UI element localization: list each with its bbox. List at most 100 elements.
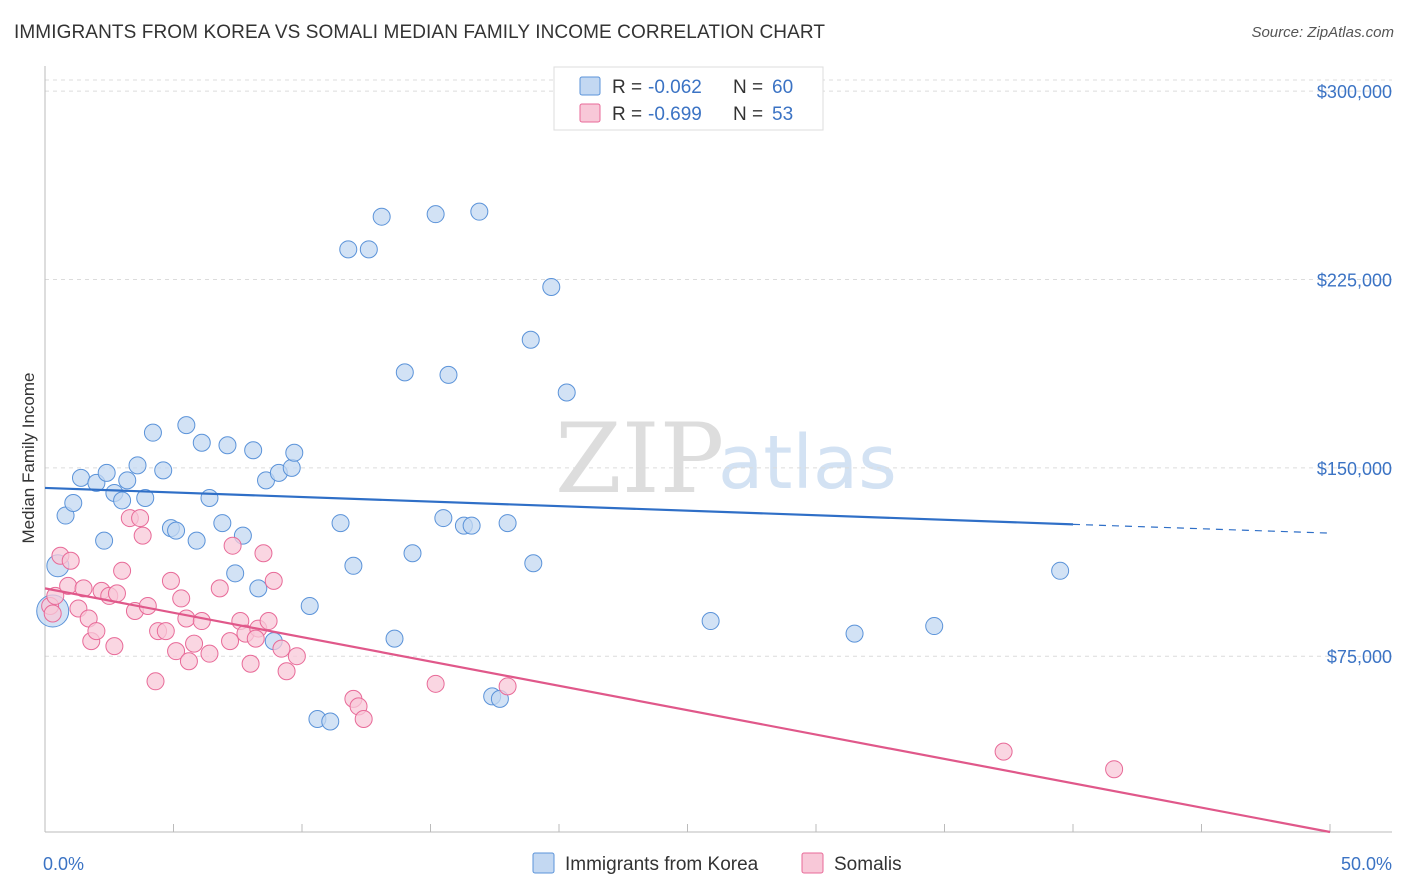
legend-somali-r-value: -0.699	[648, 104, 702, 125]
korea-point-58	[925, 617, 944, 636]
korea-point-55	[557, 383, 576, 402]
somali-point-41	[272, 639, 291, 658]
korea-point-22	[218, 436, 237, 455]
somali-point-48	[498, 677, 517, 696]
legend-somali-swatch	[579, 103, 601, 123]
somali-point-12	[105, 637, 124, 656]
series-somali-points	[41, 509, 1124, 779]
korea-trend-extension	[1072, 523, 1331, 534]
chart-title: IMMIGRANTS FROM KOREA VS SOMALI MEDIAN F…	[14, 22, 826, 43]
y-tick-label-1: $150,000	[1317, 459, 1392, 479]
korea-point-57	[845, 624, 864, 643]
korea-point-43	[426, 205, 445, 224]
korea-point-32	[300, 596, 319, 615]
korea-point-12	[136, 488, 155, 507]
somali-point-46	[354, 709, 373, 728]
somali-point-30	[200, 644, 219, 663]
korea-point-47	[462, 516, 481, 535]
somali-point-22	[156, 622, 175, 641]
korea-point-3	[64, 493, 83, 512]
somali-trend-line	[44, 587, 1331, 834]
korea-point-23	[226, 564, 245, 583]
somali-point-13	[107, 584, 126, 603]
somali-point-36	[241, 654, 260, 673]
watermark-zip: ZIP	[555, 403, 724, 515]
somali-point-51	[43, 604, 62, 623]
legend-bottom-korea-swatch	[532, 852, 555, 874]
somali-point-38	[254, 544, 273, 563]
korea-point-36	[339, 240, 358, 259]
korea-point-56	[701, 612, 720, 631]
korea-point-37	[344, 556, 363, 575]
legend-bottom: Immigrants from Korea Somalis	[532, 852, 902, 875]
korea-point-10	[118, 471, 137, 490]
somali-point-39	[259, 612, 278, 631]
somali-point-47	[426, 674, 445, 693]
korea-point-6	[95, 531, 114, 550]
legend-bottom-somali-label: Somalis	[834, 854, 902, 875]
somali-point-40	[264, 571, 283, 590]
y-tick-label-0: $75,000	[1327, 647, 1392, 667]
korea-point-25	[244, 441, 263, 460]
korea-point-34	[321, 712, 340, 731]
korea-point-4	[71, 468, 90, 487]
legend-bottom-somali-swatch	[801, 852, 824, 874]
somali-point-52	[246, 629, 265, 648]
somali-point-24	[167, 642, 186, 661]
korea-point-7	[97, 463, 116, 482]
korea-point-44	[434, 509, 453, 528]
somali-point-50	[1105, 760, 1124, 779]
gridlines	[45, 79, 1392, 657]
axes	[44, 66, 1392, 833]
legend-somali-n-label: N =	[733, 104, 763, 125]
watermark-atlas: atlas	[718, 420, 897, 506]
somali-point-26	[177, 609, 196, 628]
korea-point-18	[187, 531, 206, 550]
korea-point-38	[359, 240, 378, 259]
legend-korea-r-label: R =	[612, 77, 642, 98]
somali-point-29	[192, 612, 211, 631]
x-tick-label-0: 0.0%	[43, 854, 84, 874]
korea-point-21	[213, 514, 232, 533]
y-tick-label-2: $225,000	[1317, 270, 1392, 290]
korea-point-19	[192, 433, 211, 452]
korea-point-31	[285, 443, 304, 462]
korea-point-26	[249, 579, 268, 598]
y-tick-label-3: $300,000	[1317, 82, 1392, 102]
korea-point-52	[521, 330, 540, 349]
korea-point-35	[331, 514, 350, 533]
legend-somali-n-value: 53	[772, 104, 793, 125]
legend-somali-r-label: R =	[612, 104, 642, 125]
legend-bottom-korea-label: Immigrants from Korea	[565, 854, 759, 875]
korea-point-48	[470, 202, 489, 221]
somali-point-6	[74, 579, 93, 598]
somali-point-31	[210, 579, 229, 598]
somali-point-17	[131, 509, 150, 528]
legend-korea-swatch	[579, 76, 601, 96]
somali-point-28	[185, 634, 204, 653]
somali-point-25	[172, 589, 191, 608]
korea-point-17	[177, 416, 196, 435]
korea-point-54	[542, 278, 561, 297]
korea-point-20	[200, 488, 219, 507]
korea-point-42	[403, 544, 422, 563]
korea-point-9	[113, 491, 132, 510]
somali-point-43	[287, 647, 306, 666]
legend-korea-r-value: -0.062	[648, 77, 702, 98]
trend-lines	[44, 486, 1331, 834]
somali-point-18	[133, 526, 152, 545]
korea-point-53	[524, 554, 543, 573]
korea-point-13	[143, 423, 162, 442]
series-korea-points	[36, 202, 1070, 731]
somali-point-9	[87, 622, 106, 641]
korea-point-16	[167, 521, 186, 540]
korea-point-30	[282, 458, 301, 477]
korea-point-11	[128, 456, 147, 475]
legend-top: R = -0.062 N = 60 R = -0.699 N = 53	[553, 66, 824, 131]
somali-point-27	[179, 652, 198, 671]
korea-point-39	[372, 207, 391, 226]
legend-korea-n-value: 60	[772, 77, 793, 98]
korea-point-14	[154, 461, 173, 480]
somali-point-32	[221, 632, 240, 651]
